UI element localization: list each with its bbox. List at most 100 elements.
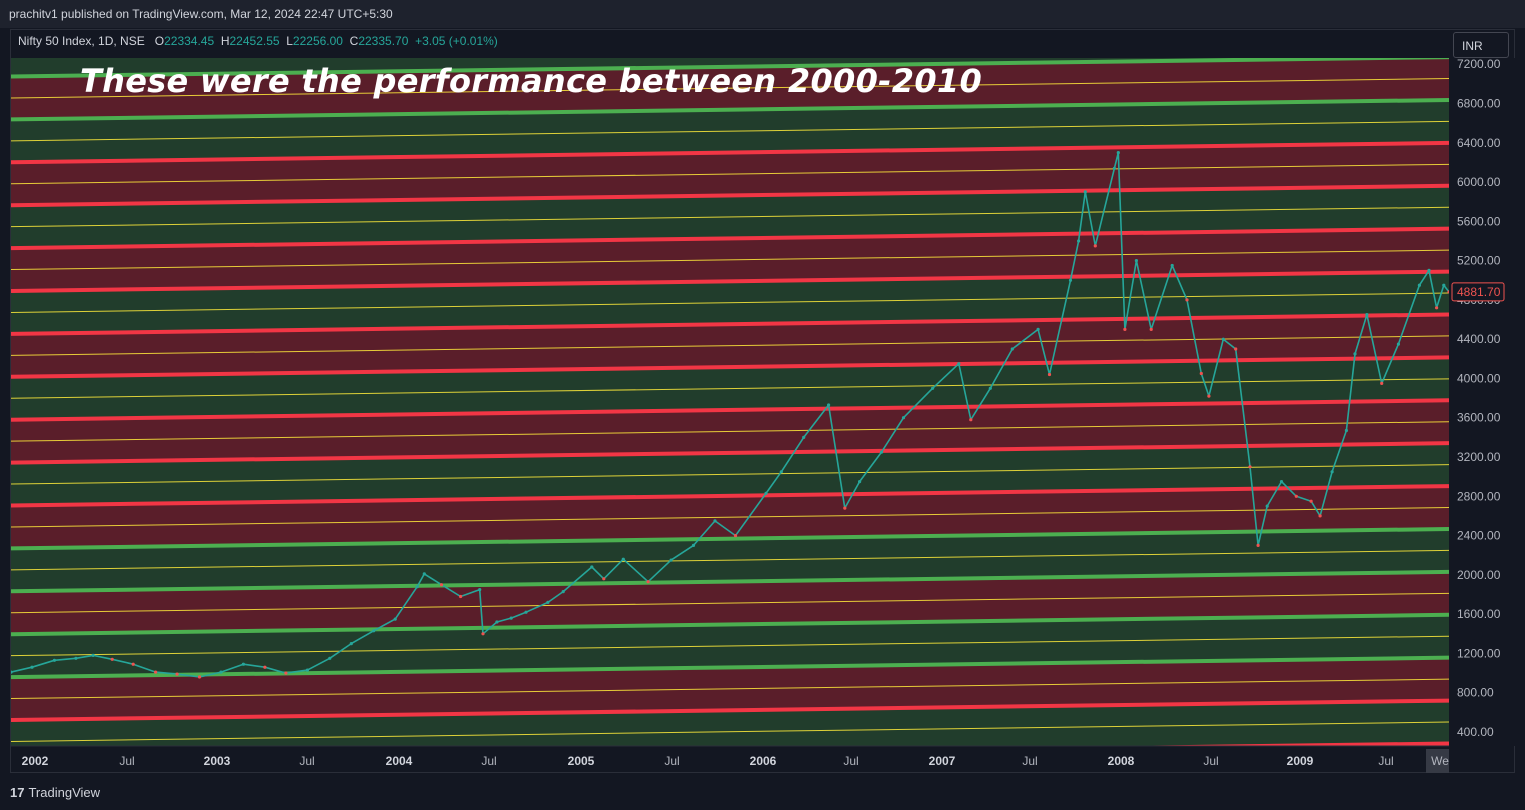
price-point (1170, 263, 1174, 268)
last-price-box (1451, 282, 1505, 302)
price-point (393, 617, 397, 621)
price-point (1185, 298, 1189, 302)
channel-line (11, 140, 1449, 165)
channel-line (11, 312, 1449, 336)
channel-midline (11, 292, 1449, 313)
channel-midline (11, 335, 1449, 356)
open-value: 22334.45 (164, 34, 215, 48)
channel-midline (11, 163, 1449, 185)
price-point (1199, 371, 1203, 376)
price-point (524, 610, 528, 614)
channel-line (11, 269, 1449, 293)
plot-area (11, 58, 1449, 746)
price-point (263, 665, 267, 669)
channel-midline (11, 721, 1449, 742)
price-point (284, 671, 288, 675)
y-tick-label: 3200.00 (1457, 450, 1501, 464)
x-tick-label: 2003 (204, 754, 231, 768)
channel-line (11, 398, 1449, 422)
price-point (561, 590, 565, 594)
x-tick-label: 2009 (1287, 754, 1314, 768)
open-label: O (154, 34, 165, 48)
price-point (1123, 327, 1127, 331)
channel-line (11, 441, 1449, 465)
price-point (1442, 283, 1446, 287)
price-line (11, 151, 1449, 678)
channel-line (11, 355, 1449, 379)
y-tick-label: 6400.00 (1457, 136, 1501, 150)
y-tick-label: 7200.00 (1457, 57, 1501, 71)
currency-button[interactable]: INR (1453, 32, 1509, 58)
price-point (52, 658, 57, 662)
price-point (1435, 306, 1439, 310)
y-tick-label: 2800.00 (1457, 489, 1501, 503)
price-point (372, 629, 376, 633)
price-point (779, 470, 783, 474)
channel-midline (11, 78, 1449, 99)
channel-midline (11, 421, 1449, 442)
price-point (1427, 268, 1431, 272)
x-tick-label: 2004 (386, 754, 413, 768)
price-point (154, 670, 158, 674)
price-point (1330, 470, 1334, 474)
symbol-label: Nifty 50 Index, 1D, NSE (18, 34, 145, 48)
price-point (197, 675, 202, 679)
price-point (478, 588, 482, 592)
x-tick-label: 2008 (1108, 754, 1135, 768)
x-tick-label: Jul (1022, 754, 1037, 768)
price-point (843, 506, 847, 510)
price-point (590, 565, 594, 569)
publisher-line: prachitv1 published on TradingView.com, … (9, 7, 393, 21)
price-point (879, 450, 884, 454)
x-tick-label: Jul (481, 754, 496, 768)
price-point (969, 418, 973, 422)
price-point (931, 386, 935, 390)
x-tick-label: Jul (664, 754, 679, 768)
price-point (1047, 372, 1052, 377)
channel-midline (11, 507, 1449, 528)
channel-line (11, 183, 1449, 208)
high-label: H (220, 34, 230, 48)
low-value: 22256.00 (292, 34, 343, 48)
price-point (175, 672, 179, 676)
x-tick-label: We (1431, 754, 1449, 768)
price-point (646, 580, 650, 584)
close-value: 22335.70 (358, 34, 409, 48)
tradingview-logo[interactable]: 17 TradingView (10, 785, 100, 800)
y-tick-label: 1200.00 (1457, 646, 1501, 660)
y-tick-label: 6800.00 (1457, 97, 1501, 111)
tv-logo-icon: 17 (10, 785, 25, 800)
x-tick-label: 2007 (929, 754, 956, 768)
price-point (827, 403, 831, 407)
y-tick-label: 2400.00 (1457, 529, 1501, 543)
price-axis-bg (1449, 58, 1515, 746)
channel-midline (11, 464, 1449, 485)
price-point (1353, 352, 1357, 356)
price-point (74, 656, 78, 660)
y-tick-label: 400.00 (1457, 725, 1494, 739)
price-point (546, 600, 550, 605)
price-point (1265, 504, 1269, 508)
price-point (1116, 151, 1120, 155)
price-axis: 7200.00 6800.00 6400.00 6000.00 5600.00 5200.… (1449, 57, 1515, 746)
y-tick-label: 5200.00 (1457, 254, 1501, 268)
channel-midline (11, 592, 1449, 614)
price-point (91, 653, 95, 658)
bottom-bar (0, 774, 1525, 810)
x-tick-label: 2005 (568, 754, 595, 768)
price-point (241, 662, 245, 666)
channel-line (11, 226, 1449, 251)
price-point (1447, 290, 1449, 294)
close-label: C (349, 34, 359, 48)
publisher-bar: prachitv1 published on TradingView.com, … (0, 0, 1525, 28)
high-value: 22452.55 (229, 34, 280, 48)
channel-midline (11, 678, 1449, 700)
ohlc-legend: Nifty 50 Index, 1D, NSE O22334.45 H22452… (18, 34, 498, 48)
price-point (1417, 283, 1421, 287)
price-point (1256, 543, 1260, 548)
channel-line (11, 58, 1449, 79)
price-point (669, 558, 673, 562)
channel-line (11, 97, 1449, 122)
channel-band (11, 700, 1449, 746)
